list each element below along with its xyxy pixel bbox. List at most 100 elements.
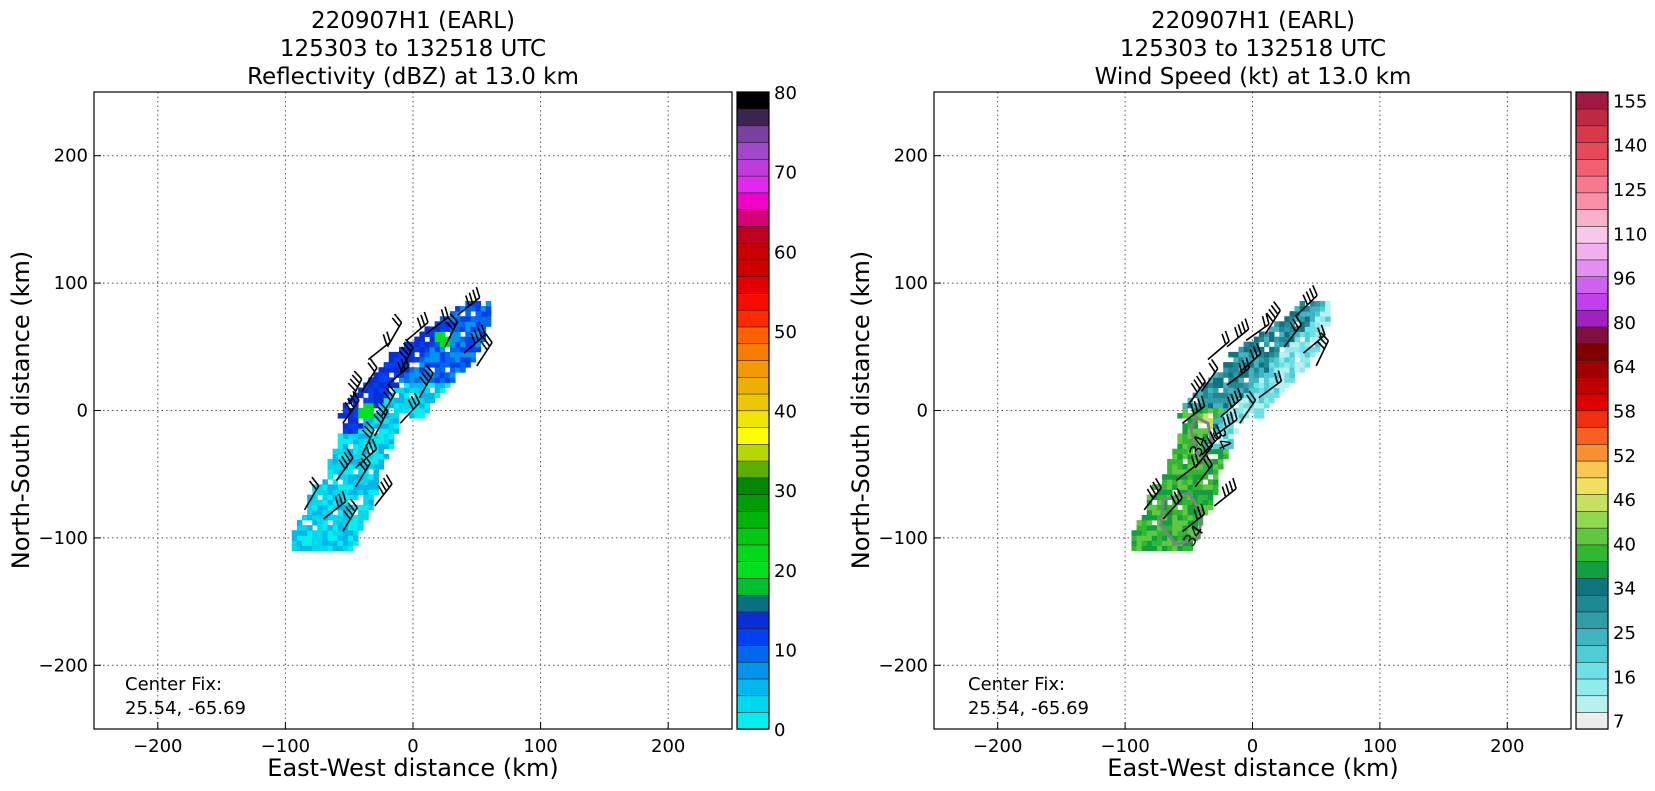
field-cell — [1218, 392, 1224, 399]
field-cell — [332, 540, 339, 546]
field-cell — [1151, 545, 1158, 552]
field-cell — [1228, 407, 1234, 414]
field-cell — [1213, 397, 1219, 404]
field-cell — [1274, 392, 1280, 399]
field-cell — [419, 372, 425, 378]
field-cell — [439, 351, 446, 358]
field-cell — [337, 525, 344, 531]
field-cell — [1162, 535, 1168, 541]
colorbar-segment — [1575, 192, 1609, 210]
colorbar-segment — [736, 544, 770, 562]
field-cell — [347, 504, 354, 511]
field-cell — [393, 362, 400, 368]
field-cell — [480, 321, 487, 327]
wind-barb — [373, 402, 389, 437]
field-cell — [1284, 382, 1290, 388]
field-cell — [358, 458, 364, 465]
wind-barb — [1181, 395, 1206, 424]
field-cell — [424, 341, 430, 348]
field-cell — [1299, 311, 1306, 317]
field-cell — [388, 413, 395, 419]
field-cell — [358, 438, 364, 445]
field-cell — [1238, 351, 1244, 358]
field-cell — [1202, 392, 1209, 399]
field-cell — [358, 387, 364, 394]
field-cell — [378, 458, 385, 465]
field-cell — [317, 540, 323, 546]
field-cell — [368, 418, 374, 424]
field-cell — [1162, 474, 1168, 480]
field-cell — [358, 509, 364, 516]
field-cell — [1274, 336, 1280, 343]
field-cell — [1263, 356, 1270, 363]
field-cell — [1187, 499, 1194, 506]
field-cell — [434, 326, 441, 332]
colorbar-tick-label: 10 — [774, 640, 797, 661]
field-cell — [404, 387, 410, 394]
field-cell — [1202, 413, 1209, 419]
field-cell — [465, 356, 471, 363]
field-cell — [419, 413, 425, 419]
field-cell — [1207, 479, 1214, 485]
field-cell — [1172, 509, 1178, 516]
field-cell — [1309, 321, 1316, 327]
field-cell — [444, 372, 451, 378]
field-cell — [465, 311, 471, 317]
field-cell — [434, 362, 441, 368]
field-cell — [1172, 448, 1178, 455]
field-cell — [327, 514, 334, 521]
field-cell — [1167, 489, 1173, 495]
field-cell — [429, 351, 436, 358]
field-cell — [378, 453, 385, 460]
field-cell — [342, 484, 349, 490]
field-cell — [1269, 336, 1275, 343]
field-cell — [1299, 321, 1306, 327]
wind-barb — [398, 338, 414, 373]
field-cell — [1177, 464, 1183, 470]
y-tick-label: 0 — [917, 401, 928, 422]
field-cell — [450, 346, 456, 353]
field-cell — [347, 428, 354, 434]
field-cell — [1182, 479, 1188, 485]
field-cell — [1304, 362, 1311, 368]
colorbar-tick-label: 140 — [1613, 136, 1647, 157]
field-cell — [1325, 306, 1331, 312]
field-cell — [353, 443, 359, 450]
field-cell — [1187, 458, 1194, 465]
field-cell — [296, 535, 303, 541]
field-cell — [439, 362, 446, 368]
field-cell — [434, 346, 441, 353]
field-cell — [1146, 509, 1153, 516]
field-cell — [1274, 362, 1280, 368]
field-cell — [368, 464, 374, 470]
field-cell — [378, 387, 385, 394]
field-cell — [424, 326, 430, 332]
field-cell — [393, 397, 400, 404]
field-cell — [424, 387, 430, 394]
field-cell — [1177, 443, 1183, 450]
field-cell — [1177, 448, 1183, 455]
left-grid — [94, 92, 732, 729]
field-cell — [455, 341, 461, 348]
colorbar-segment — [1575, 611, 1609, 630]
field-cell — [439, 331, 446, 338]
field-cell — [353, 525, 359, 531]
field-cell — [291, 530, 298, 536]
field-cell — [312, 540, 318, 546]
field-cell — [327, 494, 334, 501]
field-cell — [342, 443, 349, 450]
colorbar-segment — [1575, 359, 1609, 378]
field-cell — [337, 540, 344, 546]
colorbar-segment — [736, 460, 770, 479]
field-cell — [470, 351, 476, 358]
field-cell — [1314, 331, 1321, 338]
field-cell — [1253, 397, 1260, 404]
field-cell — [363, 418, 369, 424]
colorbar-segment — [736, 510, 770, 529]
field-cell — [1325, 321, 1331, 327]
field-cell — [1167, 504, 1173, 511]
field-cell — [475, 316, 482, 322]
field-cell — [1202, 484, 1209, 490]
field-cell — [424, 362, 430, 368]
field-cell — [342, 407, 349, 414]
